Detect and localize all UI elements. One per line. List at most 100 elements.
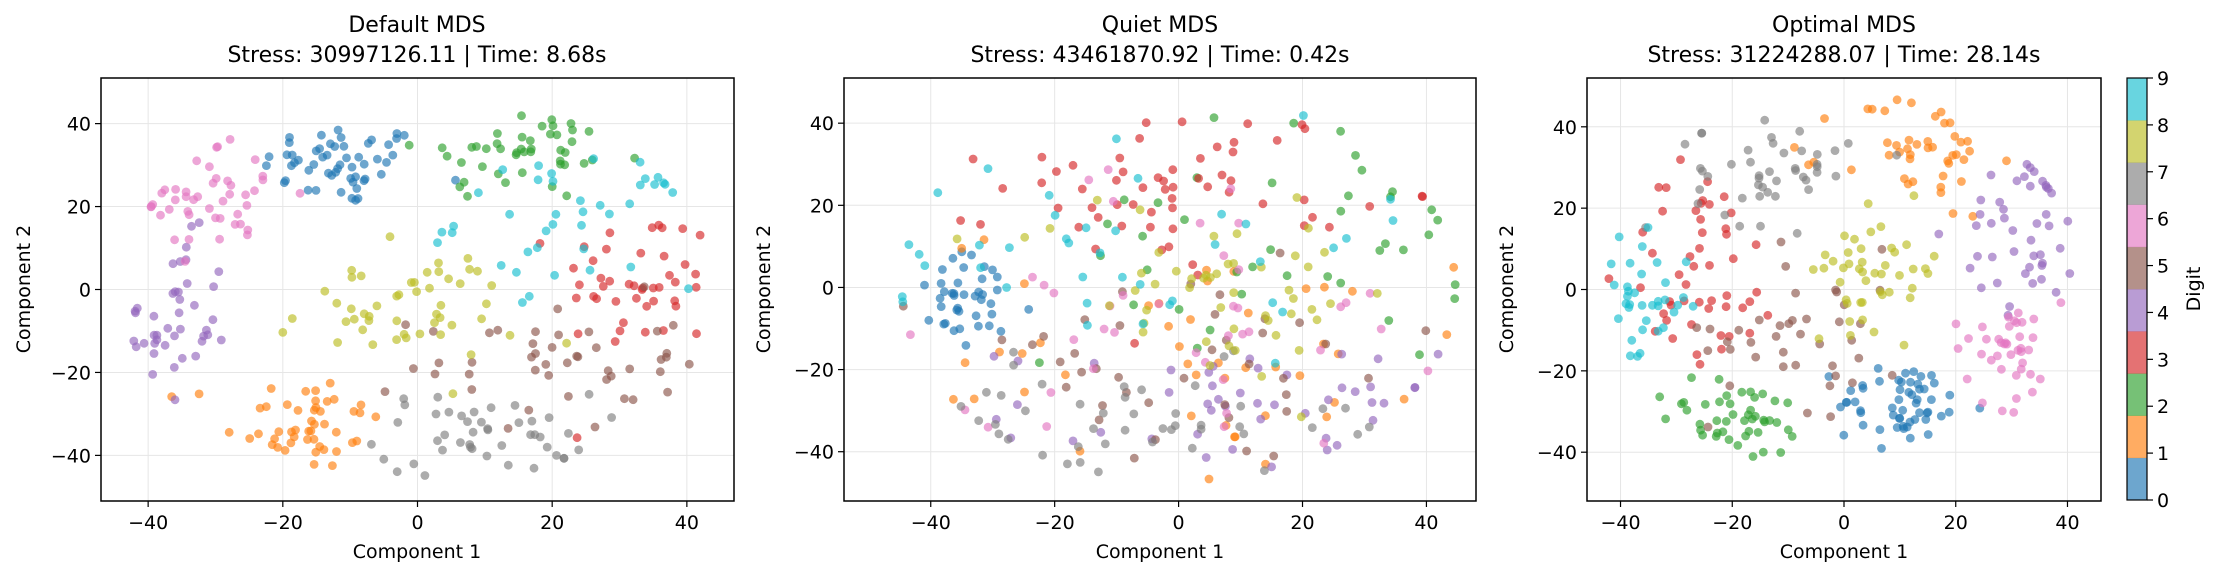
scatter-point-digit-8 [562, 338, 571, 348]
scatter-point-digit-1 [1923, 137, 1933, 146]
scatter-point-digit-5 [1281, 390, 1291, 399]
scatter-point-digit-3 [968, 154, 978, 164]
scatter-point-digit-6 [2026, 369, 2035, 379]
scatter-point-digit-3 [632, 293, 641, 303]
scatter-point-digit-9 [1217, 209, 1226, 219]
scatter-point-digit-2 [463, 191, 472, 201]
scatter-point-digit-8 [1861, 276, 1871, 286]
y-tick-label: −40 [794, 442, 834, 464]
scatter-point-digit-2 [1205, 325, 1215, 335]
scatter-point-digit-8 [1814, 334, 1824, 344]
scatter-point-digit-7 [444, 407, 454, 417]
scatter-point-digit-2 [1758, 447, 1768, 457]
scatter-point-digit-5 [1279, 373, 1288, 383]
scatter-point-digit-1 [1863, 104, 1873, 114]
scatter-point-digit-6 [170, 195, 180, 205]
scatter-point-digit-3 [1705, 261, 1714, 270]
scatter-point-digit-2 [1733, 441, 1743, 450]
scatter-point-digit-0 [1909, 367, 1919, 376]
scatter-point-digit-3 [1745, 297, 1755, 306]
scatter-point-digit-8 [1828, 256, 1838, 266]
scatter-point-digit-7 [1318, 404, 1328, 414]
scatter-point-digit-4 [1324, 395, 1333, 405]
scatter-point-digit-9 [1255, 257, 1265, 266]
scatter-point-digit-3 [1164, 242, 1174, 252]
scatter-point-digit-5 [1828, 361, 1837, 371]
scatter-point-digit-3 [1228, 147, 1238, 157]
scatter-point-digit-0 [1927, 395, 1936, 404]
scatter-point-digit-3 [1691, 206, 1701, 216]
scatter-point-digit-2 [1323, 272, 1333, 281]
scatter-point-digit-6 [181, 187, 191, 197]
scatter-point-digit-3 [1717, 344, 1726, 354]
scatter-point-digit-6 [192, 156, 202, 166]
colorbar-cell-1 [2127, 415, 2147, 459]
scatter-point-digit-5 [584, 327, 594, 337]
y-tick-label: −20 [1537, 361, 1577, 383]
scatter-point-digit-4 [139, 338, 149, 348]
scatter-point-digit-8 [1857, 257, 1867, 267]
scatter-point-digit-6 [1222, 408, 1231, 418]
scatter-point-digit-5 [1028, 340, 1037, 350]
scatter-point-digit-1 [254, 429, 263, 439]
y-axis-label: Component 2 [753, 225, 775, 353]
scatter-point-digit-8 [1899, 340, 1909, 350]
scatter-point-digit-0 [1899, 424, 1909, 433]
scatter-point-digit-1 [1186, 411, 1196, 421]
scatter-point-digit-5 [544, 371, 554, 380]
scatter-point-digit-7 [379, 454, 389, 464]
scatter-point-digit-3 [1053, 203, 1063, 213]
panel-quiet-mds: Quiet MDS Stress: 43461870.92 | Time: 0.… [753, 13, 1477, 563]
scatter-point-digit-7 [1743, 145, 1753, 155]
scatter-point-digit-4 [1976, 195, 1986, 205]
scatter-point-digit-4 [2065, 269, 2075, 278]
scatter-point-digit-1 [319, 445, 329, 454]
scatter-point-digit-0 [953, 278, 963, 288]
scatter-point-digit-0 [1894, 375, 1904, 385]
scatter-point-digit-3 [1272, 136, 1282, 145]
scatter-point-digit-0 [287, 150, 297, 160]
scatter-point-digit-6 [2056, 298, 2066, 307]
colorbar-cell-2 [2127, 373, 2147, 416]
scatter-point-digit-8 [1045, 224, 1055, 233]
scatter-point-digit-9 [1044, 190, 1054, 200]
scatter-point-digit-2 [1336, 206, 1346, 216]
scatter-point-digit-3 [1648, 248, 1657, 258]
scatter-point-digit-7 [996, 391, 1006, 400]
scatter-point-digit-6 [1376, 324, 1386, 334]
scatter-point-digit-5 [1114, 372, 1123, 382]
scatter-point-digit-4 [149, 349, 159, 358]
scatter-point-digit-6 [1191, 348, 1201, 358]
scatter-point-digit-2 [1725, 399, 1735, 409]
scatter-point-digit-2 [1744, 426, 1754, 436]
scatter-point-digit-4 [1208, 381, 1217, 391]
scatter-point-digit-8 [1856, 244, 1866, 254]
scatter-point-digit-6 [1234, 265, 1244, 274]
scatter-point-digit-7 [1073, 442, 1083, 452]
scatter-point-digit-2 [517, 111, 526, 121]
scatter-point-digit-9 [1660, 295, 1670, 305]
colorbar-frame [2126, 77, 2148, 501]
scatter-point-digit-6 [180, 257, 190, 266]
colorbar-cell-9 [2127, 78, 2147, 121]
scatter-point-digit-1 [1322, 412, 1332, 422]
scatter-point-digit-1 [1348, 286, 1357, 296]
scatter-point-digit-5 [1703, 346, 1713, 355]
scatter-point-digit-6 [983, 422, 993, 432]
scatter-point-digit-6 [1042, 422, 1052, 431]
scatter-point-digit-5 [1258, 328, 1268, 338]
scatter-point-digit-5 [1754, 315, 1764, 325]
scatter-point-digit-8 [463, 254, 473, 263]
scatter-point-digit-7 [465, 440, 475, 449]
scatter-point-digit-4 [1965, 263, 1975, 273]
scatter-point-digit-6 [170, 235, 180, 245]
scatter-point-digit-8 [1294, 346, 1304, 355]
scatter-point-digit-6 [2015, 332, 2025, 342]
scatter-point-digit-5 [1210, 310, 1220, 319]
scatter-point-digit-9 [512, 267, 521, 277]
colorbar-cell-8 [2127, 120, 2147, 163]
y-tick-label: 40 [1553, 117, 1577, 139]
scatter-point-digit-6 [1423, 366, 1433, 376]
scatter-point-digit-1 [328, 461, 337, 470]
scatter-point-digit-4 [1986, 218, 1996, 228]
